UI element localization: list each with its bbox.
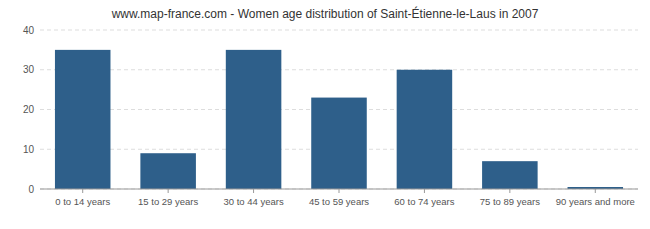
bars (55, 50, 623, 189)
grid-line (40, 69, 638, 70)
x-tick-label: 0 to 14 years (55, 196, 110, 207)
title: www.map-france.com - Women age distribut… (111, 6, 539, 21)
x-axis: 0 to 14 years 15 to 29 years 30 to 44 year… (40, 189, 638, 207)
grid (40, 30, 638, 189)
y-tick-label: 40 (23, 25, 35, 36)
x-tick-label: 30 to 44 years (223, 196, 283, 207)
x-tick-label: 45 to 59 years (309, 196, 369, 207)
bar (55, 50, 111, 189)
y-tick-label: 20 (23, 104, 35, 115)
x-tick-label: 75 to 89 years (480, 196, 540, 207)
bar (311, 98, 367, 189)
x-tick (82, 189, 83, 193)
y-tick-label: 10 (23, 144, 35, 155)
x-tick (168, 189, 169, 193)
x-tick-label: 90 years and more (556, 196, 635, 207)
chart-container: www.map-france.com - Women age distribut… (0, 0, 650, 229)
x-tick (509, 189, 510, 193)
y-axis: 0 10 20 30 40 (23, 25, 35, 195)
page: {"chart_data": {"type": "bar", "title": … (0, 0, 650, 229)
x-tick-label: 15 to 29 years (138, 196, 198, 207)
bar (397, 70, 453, 189)
x-tick (253, 189, 254, 193)
grid-line (40, 30, 638, 31)
x-tick-label: 60 to 74 years (394, 196, 454, 207)
chart-svg: www.map-france.com - Women age distribut… (0, 0, 650, 229)
x-tick (595, 189, 596, 193)
bar (482, 161, 538, 189)
bar (226, 50, 282, 189)
bar (140, 153, 196, 189)
y-tick-label: 0 (28, 184, 34, 195)
x-tick (424, 189, 425, 193)
y-tick-label: 30 (23, 64, 35, 75)
x-tick (339, 189, 340, 193)
